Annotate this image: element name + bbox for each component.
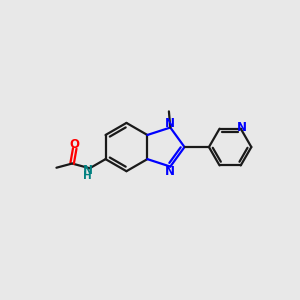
Text: H: H (83, 171, 92, 181)
Text: N: N (165, 165, 175, 178)
Text: N: N (165, 117, 175, 130)
Text: N: N (83, 164, 93, 177)
Text: O: O (69, 138, 79, 152)
Text: N: N (237, 121, 247, 134)
